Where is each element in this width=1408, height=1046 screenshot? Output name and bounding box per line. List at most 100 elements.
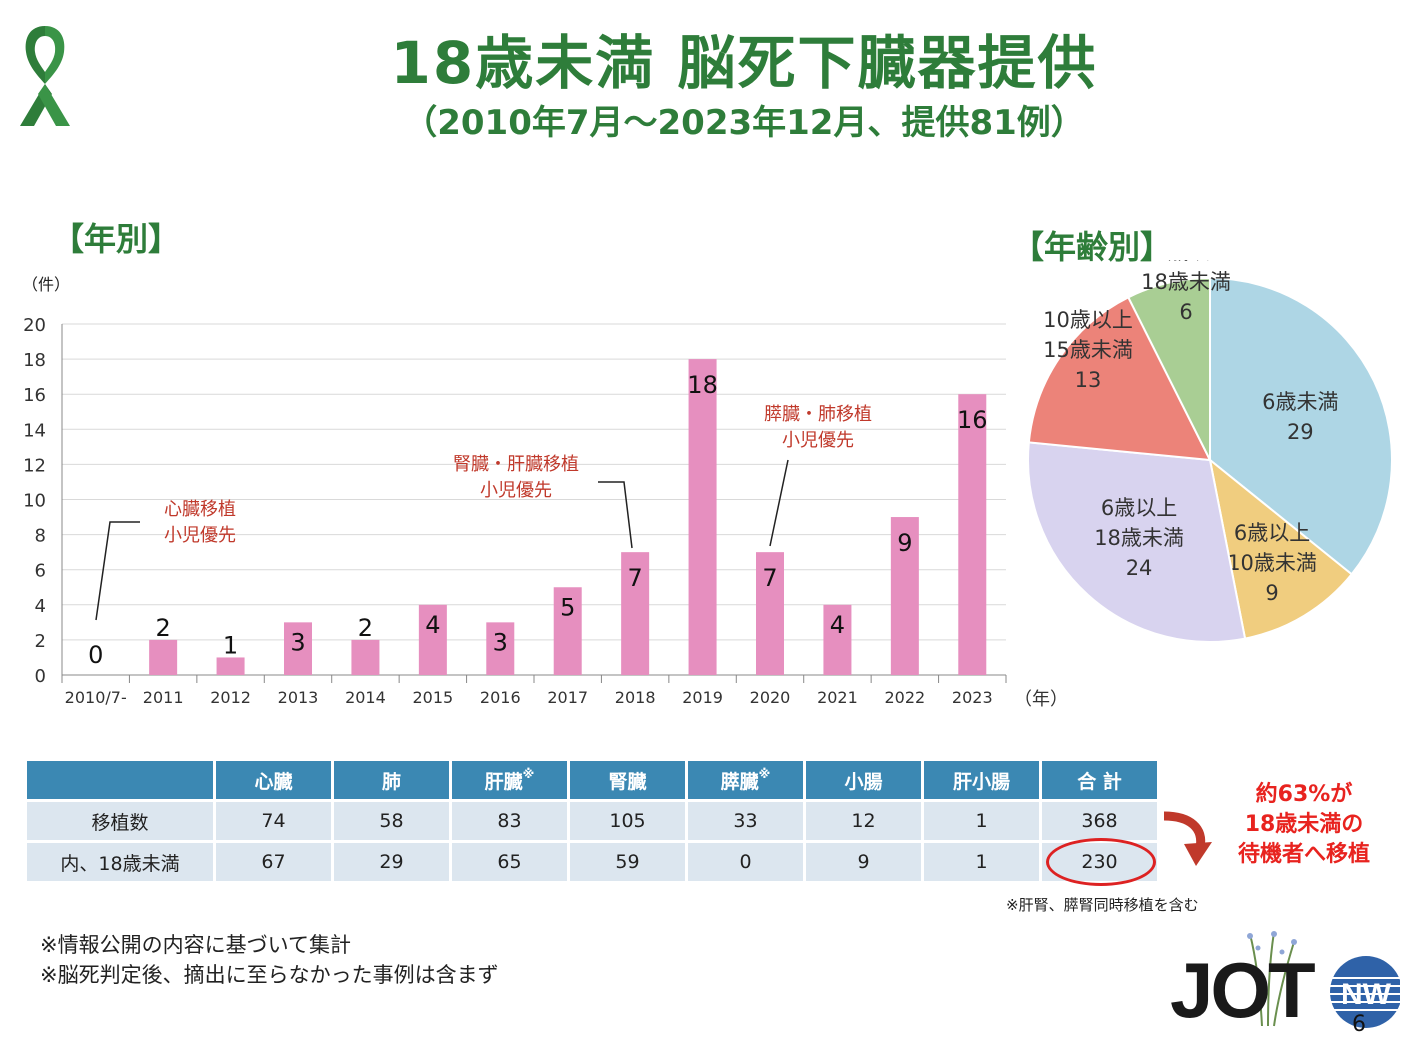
- pie-slice-label: 6: [1179, 300, 1192, 324]
- table-row: 内、18歳未満 67 29 65 59 0 9 1 230: [27, 843, 1157, 881]
- x-tick-label: 2018: [615, 688, 656, 707]
- bar: [351, 639, 380, 675]
- bar: [958, 394, 987, 675]
- y-tick-label: 14: [23, 420, 46, 441]
- pie-slice: [1209, 276, 1393, 576]
- y-tick-label: 10: [23, 491, 46, 512]
- table-cell: 33: [688, 802, 803, 840]
- table-footnote: ※肝腎、膵腎同時移植を含む: [1006, 896, 1199, 914]
- table-cell: 105: [570, 802, 685, 840]
- table-cell: 67: [216, 843, 331, 881]
- x-tick-label: 2012: [210, 688, 251, 707]
- data-label: 1: [223, 631, 238, 659]
- data-label: 7: [762, 564, 777, 592]
- pie-slice-label: 10歳未満: [1227, 551, 1317, 575]
- bar: [756, 552, 784, 675]
- logo-text: JOT: [1170, 946, 1316, 1034]
- pie-slice-label: 15歳以上: [1141, 260, 1231, 264]
- table-cell: 83: [452, 802, 567, 840]
- table-header-cell: 膵臓※: [688, 761, 803, 799]
- page-title: 18歳未満 脳死下臓器提供: [390, 29, 1098, 97]
- data-label: 18: [687, 371, 718, 399]
- table-cell: 12: [806, 802, 921, 840]
- data-label: 9: [897, 529, 912, 557]
- table-cell: 59: [570, 843, 685, 881]
- pie-slice-label: 18歳未満: [1094, 526, 1184, 550]
- x-tick-label: 2017: [547, 688, 588, 707]
- data-label: 5: [560, 593, 575, 621]
- callout-text: 約63%が 18歳未満の 待機者へ移植: [1237, 782, 1370, 867]
- table-header-cell: 腎臓: [570, 761, 685, 799]
- bar: [553, 587, 582, 675]
- bar: [890, 517, 919, 675]
- page-subtitle: （2010年7月～2023年12月、提供81例）: [403, 103, 1085, 143]
- bar: [284, 622, 312, 675]
- awareness-ribbon-icon: [20, 26, 70, 126]
- table-cell: 58: [334, 802, 449, 840]
- curved-arrow-icon: [1163, 811, 1212, 866]
- pie-slice-label: 6歳以上: [1234, 521, 1310, 545]
- pie-slice-label: 24: [1126, 556, 1153, 580]
- x-tick-label: 2022: [884, 688, 925, 707]
- pie-chart-by-age: 6歳未満 29 6歳以上 10歳未満 9 6歳以上 18歳未満 24 10歳以上 15歳未満 13 1…: [1027, 260, 1393, 643]
- x-tick-label: 2011: [143, 688, 184, 707]
- data-label: 2: [156, 614, 171, 642]
- y-tick-label: 18: [23, 350, 46, 371]
- logo-badge-text: NW: [1341, 978, 1392, 1011]
- y-tick-label: 6: [35, 561, 46, 582]
- annotation-text: 小児優先: [164, 525, 236, 546]
- data-label: 3: [493, 628, 508, 656]
- y-tick-label: 16: [23, 385, 46, 406]
- pie-slice: [1027, 296, 1212, 462]
- pie-slice-label: 6歳未満: [1262, 390, 1338, 414]
- x-tick-label: 2010/7-: [65, 688, 127, 707]
- y-axis-unit-label: （件）: [22, 275, 70, 294]
- y-tick-label: 8: [35, 526, 46, 547]
- table-header-cell: 肺: [334, 761, 449, 799]
- table-header-cell: [27, 761, 213, 799]
- data-label: 4: [425, 611, 440, 639]
- section-label-by-age: 【年齢別】: [1012, 228, 1173, 266]
- x-tick-label: 2014: [345, 688, 386, 707]
- table-row-label: 移植数: [27, 802, 213, 840]
- table-cell: 29: [334, 843, 449, 881]
- footnotes: ※情報公開の内容に基づいて集計 ※脳死判定後、摘出に至らなかった事例は含まず: [40, 930, 499, 990]
- annotation-leader-line: [598, 481, 633, 549]
- table-row: 移植数 74 58 83 105 33 12 1 368: [27, 802, 1157, 840]
- data-label: 2: [358, 614, 373, 642]
- table-cell: 0: [688, 843, 803, 881]
- data-label: 3: [290, 628, 305, 656]
- pie-slice: [1027, 441, 1247, 643]
- table-cell: 74: [216, 802, 331, 840]
- annotation-leader-line: [95, 521, 140, 621]
- section-label-by-year: 【年別】: [52, 220, 181, 258]
- x-tick-label: 2016: [480, 688, 521, 707]
- pie-slice-label: 6歳以上: [1101, 496, 1177, 520]
- table-cell: 65: [452, 843, 567, 881]
- bar: [149, 639, 178, 675]
- x-tick-label: 2013: [278, 688, 319, 707]
- table-header-cell: 肝臓※: [452, 761, 567, 799]
- table-cell: 368: [1042, 802, 1157, 840]
- bar-chart-by-year: （件） 0 2 4 6 8 10 12 14 16 18 20 0 2010/7- 2 2011 1 2012 3 2…: [22, 275, 1060, 710]
- x-tick-label: 2015: [412, 688, 453, 707]
- y-tick-label: 20: [23, 315, 46, 336]
- x-tick-label: 2021: [817, 688, 858, 707]
- bar: [216, 657, 245, 675]
- bar: [486, 622, 515, 675]
- pie-slice-label: 18歳未満: [1141, 270, 1231, 294]
- y-tick-label: 12: [23, 455, 46, 476]
- x-axis-unit-label: （年）: [1014, 689, 1060, 710]
- annotation-text: 小児優先: [480, 480, 552, 501]
- transplant-table: 心臓 肺 肝臓※ 腎臓 膵臓※ 小腸 肝小腸 合 計 移植数 74 58 83 …: [24, 758, 1160, 884]
- y-tick-label: 0: [35, 666, 46, 687]
- pie-slice: [1126, 276, 1211, 461]
- highlight-circle: [1046, 838, 1156, 886]
- page-number: 6: [1352, 1012, 1366, 1037]
- table-header-cell: 心臓: [216, 761, 331, 799]
- table-header-row: 心臓 肺 肝臓※ 腎臓 膵臓※ 小腸 肝小腸 合 計: [27, 761, 1157, 799]
- bar: [823, 604, 852, 675]
- data-label: 7: [628, 564, 643, 592]
- footnote-line: ※脳死判定後、摘出に至らなかった事例は含まず: [40, 963, 499, 987]
- table-header-cell: 小腸: [806, 761, 921, 799]
